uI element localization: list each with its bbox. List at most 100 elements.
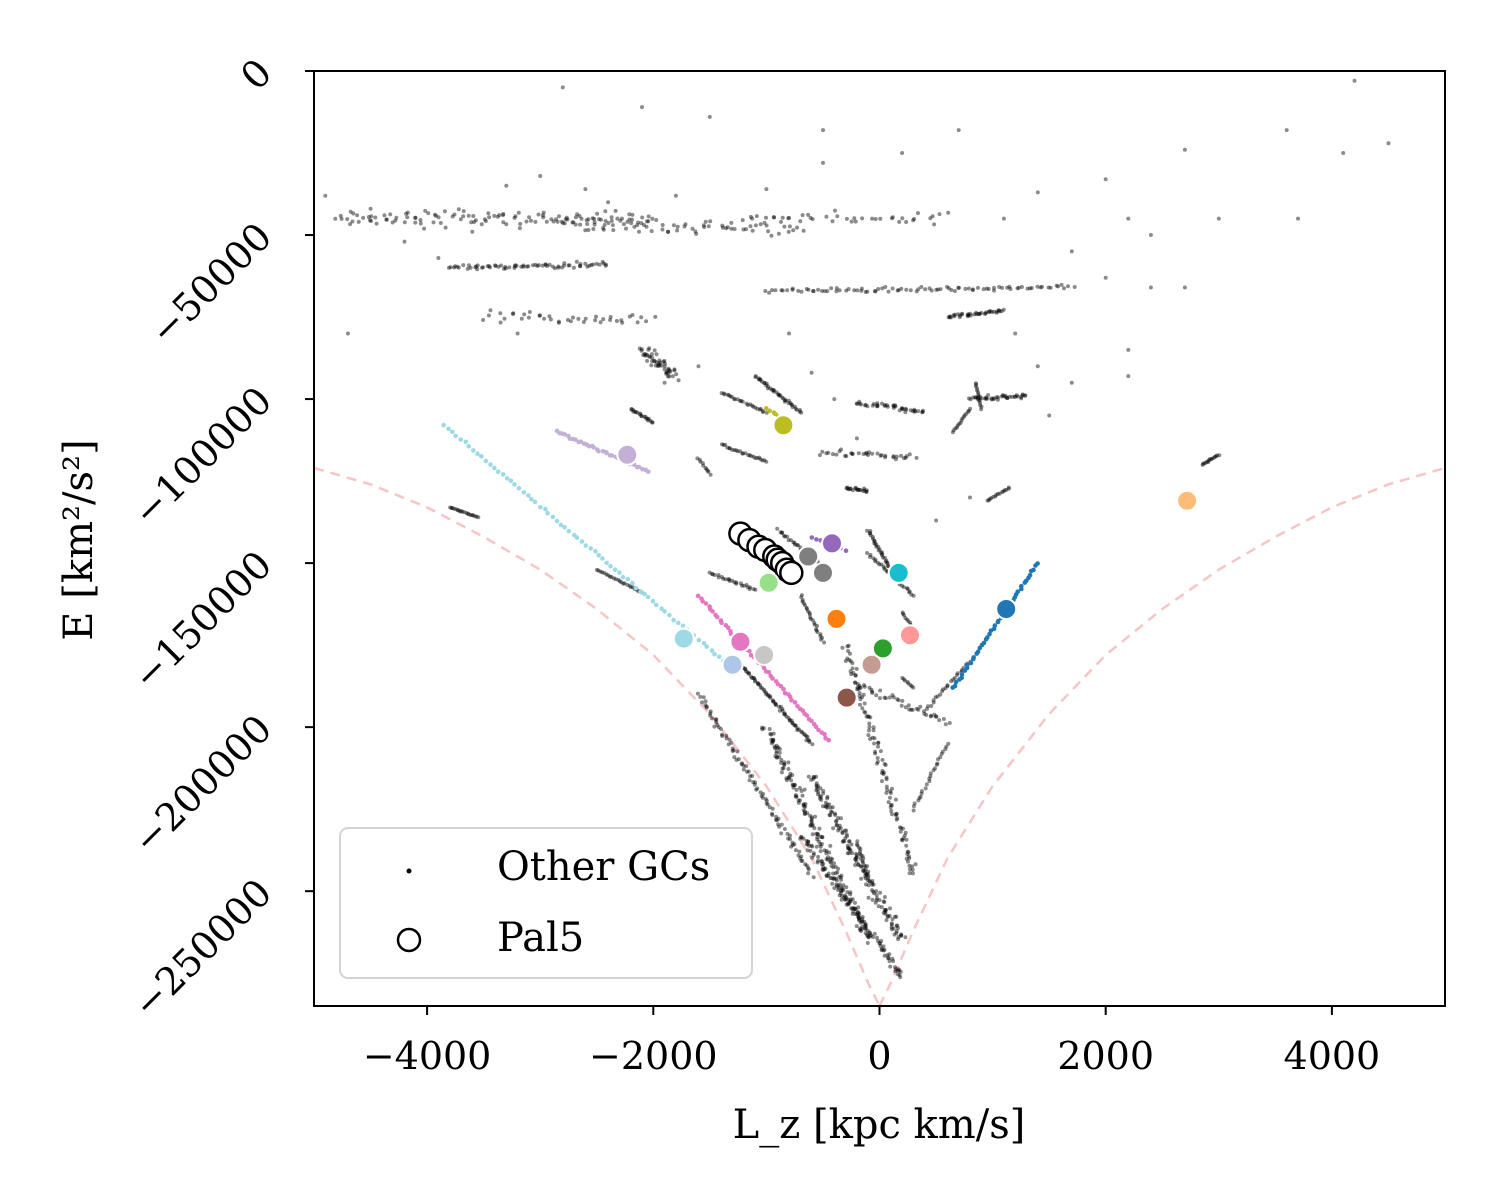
other-gc-point — [666, 229, 671, 234]
stream-point-light-cyan — [680, 623, 686, 629]
other-gc-point — [918, 794, 923, 799]
other-gc-point — [873, 749, 878, 754]
other-gc-point — [1046, 285, 1051, 290]
other-gc-point — [576, 316, 581, 321]
other-gc-point — [797, 409, 802, 414]
other-gc-point — [853, 907, 858, 912]
other-gc-point — [870, 689, 875, 694]
other-gc-point — [787, 718, 792, 723]
other-gc-point — [806, 839, 811, 844]
other-gc-point — [741, 767, 746, 772]
other-gc-point — [907, 871, 912, 876]
other-gc-point — [703, 699, 708, 704]
other-gc-point — [366, 215, 371, 219]
other-gc-point — [971, 395, 976, 400]
other-gc-point — [790, 286, 795, 291]
stream-point-pink — [703, 601, 709, 606]
other-gc-point — [870, 735, 875, 740]
other-gc-point — [780, 707, 785, 711]
other-gc-point — [645, 352, 649, 357]
other-gc-point — [638, 412, 642, 417]
other-gc-point — [803, 733, 807, 737]
other-gc-point — [606, 221, 611, 225]
other-gc-point — [758, 222, 763, 227]
other-gc-point — [833, 811, 837, 816]
other-gc-point — [618, 218, 623, 223]
other-gc-point — [857, 691, 862, 696]
other-gc-point — [869, 687, 874, 692]
other-gc-point — [646, 416, 651, 421]
other-gc-point — [806, 867, 811, 872]
other-gc-point — [949, 288, 954, 292]
other-gc-point — [760, 686, 765, 691]
other-gc-point — [603, 263, 608, 268]
stream-point-light-cyan — [638, 589, 643, 595]
other-gc-point — [790, 720, 795, 725]
other-gc-point — [847, 847, 852, 852]
other-gc-point — [431, 220, 436, 225]
other-gc-point — [882, 908, 887, 913]
other-gc-point — [798, 856, 803, 861]
other-gc-point — [953, 426, 958, 431]
other-gc-point — [752, 782, 757, 787]
other-gc-point — [842, 839, 847, 844]
other-gc-point — [758, 683, 763, 688]
other-gc-point — [1207, 458, 1211, 463]
other-gc-point — [664, 370, 669, 375]
other-gc-point — [771, 388, 776, 393]
other-gc-point — [816, 832, 821, 837]
other-gc-point — [708, 713, 713, 718]
other-gc-point — [870, 536, 875, 541]
other-gc-point — [779, 288, 784, 293]
stream-point-lavender — [596, 449, 601, 454]
cluster-marker-gray-a — [797, 545, 820, 568]
other-gc-point — [619, 580, 624, 585]
other-gc-point — [1002, 488, 1007, 493]
stream-point-blue — [1031, 567, 1036, 573]
other-gc-point — [803, 603, 807, 608]
other-gc-point — [824, 849, 829, 853]
other-gc-point — [501, 213, 505, 218]
other-gc-point — [875, 401, 880, 406]
other-gc-point — [835, 870, 840, 875]
other-gc-point — [900, 216, 905, 221]
other-gc-point — [817, 826, 822, 831]
other-gc-point — [481, 265, 486, 270]
other-gc-point — [599, 217, 603, 222]
other-gc-point — [857, 683, 862, 688]
other-gc-point — [968, 397, 973, 402]
other-gc-point — [906, 681, 911, 686]
other-gc-point — [555, 219, 560, 224]
other-gc-point — [815, 860, 820, 865]
other-gc-point — [786, 836, 791, 841]
other-gc-point — [951, 428, 956, 433]
legend-box — [339, 827, 753, 979]
other-gc-point — [730, 447, 735, 452]
stream-point-pink — [747, 648, 752, 654]
other-gc-point — [1001, 394, 1006, 399]
stream-point-pink — [778, 683, 784, 689]
other-gc-point — [543, 262, 548, 267]
other-gc-point — [866, 935, 871, 939]
other-gc-point — [996, 308, 1001, 313]
other-gc-point — [754, 787, 759, 792]
other-gc-point — [1059, 282, 1064, 287]
legend-marker-other-gcs — [406, 868, 412, 874]
other-gc-point — [900, 610, 905, 615]
other-gc-point — [873, 557, 878, 562]
other-gc-point — [608, 574, 612, 579]
other-gc-point — [515, 331, 520, 336]
other-gc-point — [498, 311, 503, 316]
other-gc-point — [690, 226, 695, 231]
other-gc-point — [1019, 285, 1024, 289]
other-gc-point — [912, 217, 917, 221]
other-gc-point — [859, 288, 864, 293]
other-gc-point — [994, 492, 999, 497]
other-gc-point — [858, 697, 863, 702]
other-gc-point — [863, 867, 868, 872]
stream-point-light-cyan — [495, 469, 501, 475]
other-gc-point — [657, 358, 662, 363]
other-gc-point — [927, 779, 932, 784]
other-gc-point — [865, 864, 870, 869]
other-gc-point — [845, 843, 850, 848]
